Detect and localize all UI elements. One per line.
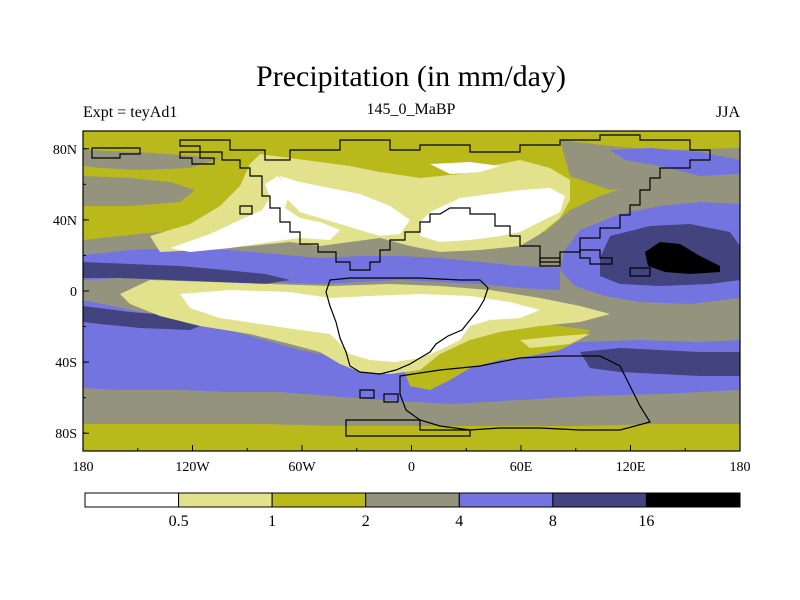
colorbar-swatch <box>458 492 554 508</box>
colorbar-level-label: 0.5 <box>169 513 189 530</box>
x-axis: 180 120W 60W 0 60E 120E 180 <box>73 445 751 475</box>
coastline-polar-strip <box>345 419 471 437</box>
y-tick-label: 0 <box>70 285 77 300</box>
map-field <box>83 131 740 451</box>
field-level-below-0.5-southern-desert <box>180 290 540 362</box>
field-level-below-0.5-west-desert <box>170 176 340 252</box>
coastline-greenland <box>91 147 141 159</box>
coastline-small-islands <box>359 257 651 403</box>
x-tick-label: 180 <box>73 460 94 475</box>
y-axis: 80N 40N 0 40S 80S <box>53 143 89 442</box>
field-level-8-16-southern-ocean <box>580 348 740 376</box>
x-tick-label: 60W <box>288 460 316 475</box>
colorbar-swatch <box>552 492 647 508</box>
coastline-arctic-islands <box>179 151 215 165</box>
colorbar: 0.5 1 2 4 8 16 <box>84 492 741 530</box>
colorbar-level-label: 2 <box>362 513 370 530</box>
colorbar-swatch <box>365 492 460 508</box>
x-tick-label: 0 <box>408 460 415 475</box>
colorbar-swatch <box>271 492 367 508</box>
colorbar-swatch <box>178 492 273 508</box>
coastline-northern-continent <box>179 134 711 271</box>
experiment-label: Expt = teyAd1 <box>83 104 177 121</box>
y-tick-label: 40S <box>55 356 77 371</box>
x-tick-label: 120W <box>175 460 210 475</box>
coastline-western-island <box>239 205 253 215</box>
colorbar-level-label: 4 <box>455 513 463 530</box>
season-label: JJA <box>716 104 740 121</box>
field-level-0.5-1-eastern-strip <box>520 334 590 348</box>
y-tick-label: 40N <box>53 214 77 229</box>
colorbar-level-label: 8 <box>549 513 557 530</box>
coastline-southern-continent <box>325 277 489 375</box>
colorbar-level-label: 16 <box>638 513 654 530</box>
field-level-8-16-pacific-band <box>83 262 290 284</box>
field-level-2-4-west-band <box>83 176 195 206</box>
field-level-4-8-northeast <box>610 148 740 176</box>
field-level-below-0.5-east-desert <box>420 188 565 242</box>
coastline-antarctic-land <box>399 355 651 431</box>
x-tick-label: 180 <box>730 460 751 475</box>
x-tick-label: 60E <box>510 460 533 475</box>
colorbar-swatch <box>645 492 741 508</box>
time-label: 145_0_MaBP <box>367 101 456 118</box>
x-tick-label: 120E <box>616 460 646 475</box>
field-level-1-2-antarctic <box>83 424 740 451</box>
field-level-8-16-south-pacific <box>83 306 210 330</box>
coastline-east-islands <box>579 249 613 265</box>
field-level-2-4-southern-band <box>83 388 740 428</box>
coastlines <box>91 134 711 437</box>
field-level-below-0.5-arctic <box>430 162 500 174</box>
field-level-below-0.5-central-desert <box>280 176 410 236</box>
y-tick-label: 80S <box>55 427 77 442</box>
colorbar-swatch <box>84 492 180 508</box>
field-level-2-4-arctic-band <box>83 150 220 170</box>
colorbar-level-label: 1 <box>268 513 276 530</box>
chart-title: Precipitation (in mm/day) <box>256 60 566 93</box>
field-level-above-16 <box>645 242 720 274</box>
field-level-4-8-southern-ocean <box>83 300 740 404</box>
y-tick-label: 80N <box>53 143 77 158</box>
